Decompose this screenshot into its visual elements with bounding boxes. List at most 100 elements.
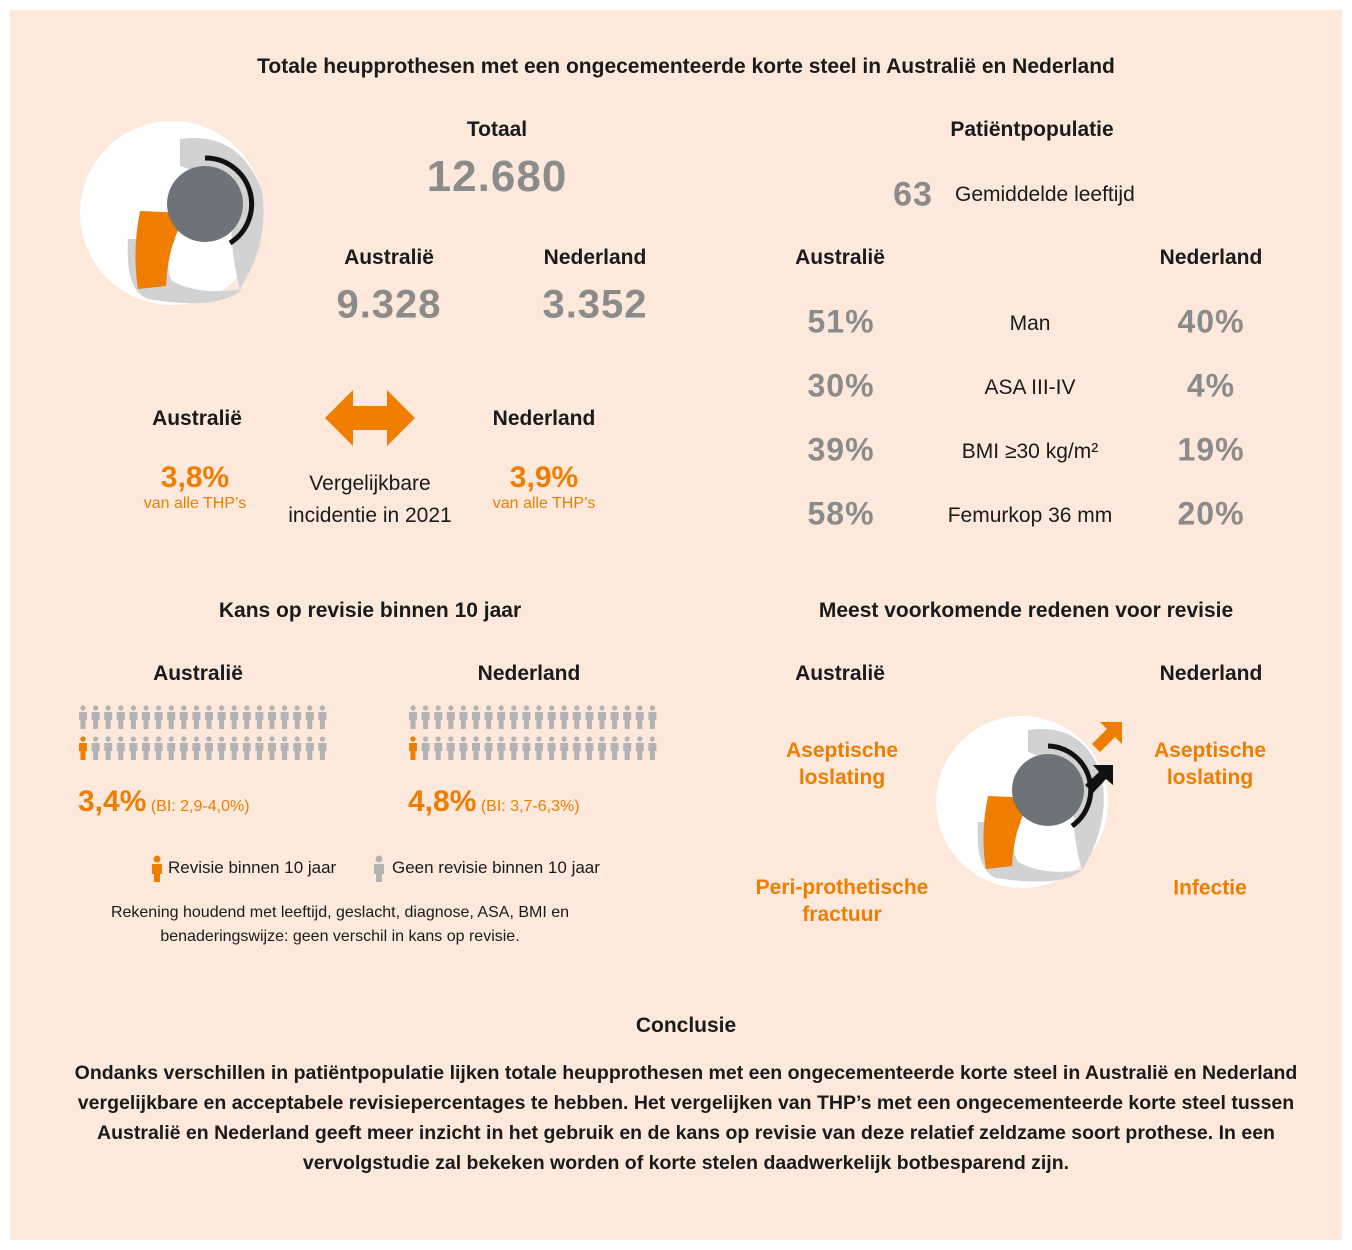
incidence-sub: van alle THP’s	[144, 495, 247, 513]
person-icon	[268, 705, 276, 729]
person-icon	[142, 736, 150, 760]
person-icon	[447, 736, 455, 760]
person-icon	[218, 736, 226, 760]
person-icon	[318, 736, 326, 760]
incidence-note: Vergelijkbare incidentie in 2021	[270, 468, 470, 532]
column-header: Nederland	[1160, 246, 1263, 270]
person-icon	[611, 736, 619, 760]
person-icon	[92, 736, 100, 760]
person-icon	[598, 736, 606, 760]
reason: Aseptische loslating	[767, 737, 917, 791]
person-icon	[155, 736, 163, 760]
person-icon	[167, 705, 175, 729]
legend-icon	[372, 855, 386, 883]
revision-right: 4,8% (BI: 3,7-6,3%)	[408, 785, 580, 819]
person-icon	[598, 705, 606, 729]
person-icon	[485, 705, 493, 729]
legend-icon	[150, 855, 164, 883]
person-icon	[560, 705, 568, 729]
person-icon	[230, 705, 238, 729]
infographic: Totale heupprothesen met een ongecemente…	[10, 10, 1342, 1240]
revision-ci: (BI: 3,7-6,3%)	[481, 798, 580, 815]
incidence-value: 3,8%	[161, 461, 229, 495]
person-icon	[422, 736, 430, 760]
population-label: Femurkop 36 mm	[948, 504, 1113, 528]
legend-label: Geen revisie binnen 10 jaar	[392, 858, 600, 878]
person-icon	[522, 736, 530, 760]
incidence-value: 3,9%	[510, 461, 578, 495]
person-icon	[129, 736, 137, 760]
population-value: 39%	[807, 432, 874, 469]
person-icon	[205, 705, 213, 729]
person-icon	[611, 705, 619, 729]
person-icon	[409, 736, 417, 760]
reasons-title: Meest voorkomende redenen voor revisie	[819, 599, 1233, 623]
column-header: Australië	[795, 662, 885, 686]
person-icon	[409, 705, 417, 729]
country-name: Australië	[344, 246, 434, 270]
person-icon	[510, 736, 518, 760]
incidence-country: Nederland	[493, 407, 596, 431]
person-icon	[92, 705, 100, 729]
revision-left: 3,4% (BI: 2,9-4,0%)	[78, 785, 250, 819]
person-icon	[281, 736, 289, 760]
person-icon	[459, 705, 467, 729]
person-icon	[636, 736, 644, 760]
person-icon	[293, 736, 301, 760]
person-icon	[560, 736, 568, 760]
person-icon	[142, 705, 150, 729]
person-icon	[447, 705, 455, 729]
person-icon	[585, 705, 593, 729]
person-icon	[205, 736, 213, 760]
person-icon	[535, 705, 543, 729]
revision-ci: (BI: 2,9-4,0%)	[151, 798, 250, 815]
population-value: 30%	[807, 368, 874, 405]
person-icon	[573, 736, 581, 760]
person-icon	[218, 705, 226, 729]
person-icon	[623, 705, 631, 729]
person-icon	[255, 705, 263, 729]
person-icon	[522, 705, 530, 729]
person-icon	[548, 736, 556, 760]
country-value: 9.328	[336, 283, 441, 328]
population-label: Man	[1010, 312, 1051, 336]
revision-note: Rekening houdend met leeftijd, geslacht,…	[60, 901, 620, 949]
person-icon	[573, 705, 581, 729]
person-icon	[79, 736, 87, 760]
person-icon	[255, 736, 263, 760]
person-icon	[192, 705, 200, 729]
people-grid	[78, 705, 334, 765]
person-icon	[243, 705, 251, 729]
person-icon	[117, 736, 125, 760]
conclusion-text: Ondanks verschillen in patiëntpopulatie …	[51, 1058, 1321, 1178]
person-icon	[230, 736, 238, 760]
person-icon	[104, 736, 112, 760]
population-label: BMI ≥30 kg/m²	[962, 440, 1098, 464]
incidence-sub: van alle THP’s	[493, 495, 596, 513]
person-icon	[192, 736, 200, 760]
legend-label: Revisie binnen 10 jaar	[168, 858, 336, 878]
total-value: 12.680	[427, 152, 568, 202]
column-header: Nederland	[478, 662, 581, 686]
hip-icon-arrows	[930, 710, 1140, 900]
country-name: Nederland	[544, 246, 647, 270]
population-value: 40%	[1177, 304, 1244, 341]
person-icon	[585, 736, 593, 760]
title: Totale heupprothesen met een ongecemente…	[257, 55, 1115, 79]
reason: Peri-prothetische fractuur	[737, 874, 947, 928]
population-value: 19%	[1177, 432, 1244, 469]
age-label: Gemiddelde leeftijd	[955, 183, 1135, 207]
person-icon	[180, 705, 188, 729]
reason: Infectie	[1135, 875, 1285, 902]
person-icon	[281, 705, 289, 729]
population-label: ASA III-IV	[984, 376, 1075, 400]
person-icon	[180, 736, 188, 760]
person-icon	[623, 736, 631, 760]
person-icon	[268, 736, 276, 760]
conclusion-title: Conclusie	[636, 1014, 736, 1038]
person-icon	[129, 705, 137, 729]
double-arrow	[325, 388, 415, 448]
person-icon	[472, 736, 480, 760]
person-icon	[117, 705, 125, 729]
person-icon	[434, 736, 442, 760]
